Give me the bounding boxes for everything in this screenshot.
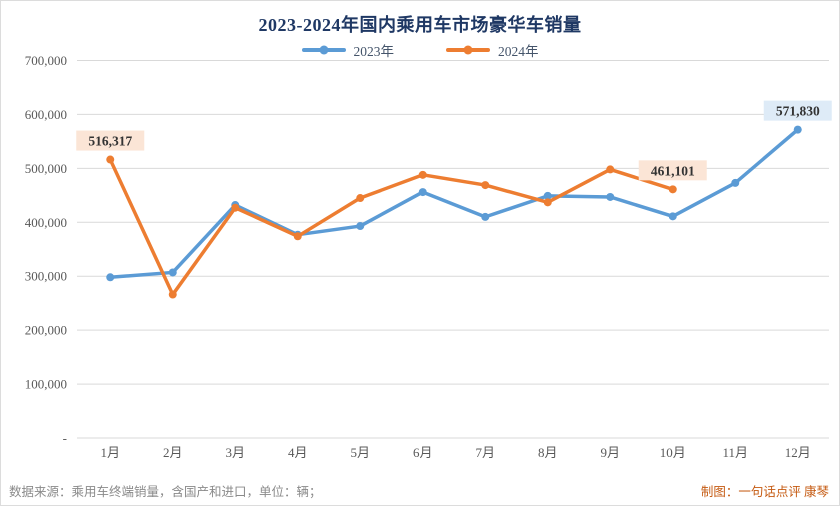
data-point [793, 125, 802, 134]
x-axis-label: 2月 [163, 445, 183, 460]
data-point [543, 198, 552, 207]
data-point [606, 192, 615, 201]
legend-line-marker-2024-icon [446, 45, 490, 55]
legend-label-2024: 2024年 [498, 44, 539, 59]
data-point [168, 290, 177, 299]
y-axis-label: 300,000 [25, 269, 67, 284]
data-label-box [76, 130, 145, 151]
chart-legend: 2023年 2024年 [1, 40, 839, 60]
data-point [293, 232, 302, 241]
legend-label-2023: 2023年 [353, 44, 395, 59]
chart-title: 2023-2024年国内乘用车市场豪华车销量 [258, 15, 582, 35]
y-axis-label: - [63, 431, 67, 446]
x-axis-label: 5月 [350, 445, 370, 460]
legend-dot-2023-icon [319, 45, 328, 55]
data-label: 571,830 [776, 104, 820, 119]
x-axis-label: 8月 [538, 445, 558, 460]
y-axis-label: 700,000 [25, 53, 67, 68]
y-axis-label: 200,000 [25, 323, 67, 338]
legend-item-2024: 2024年 [446, 40, 539, 60]
y-axis-label: 100,000 [25, 377, 67, 392]
data-point [418, 188, 427, 197]
data-point [731, 178, 740, 187]
x-axis-label: 7月 [475, 445, 495, 460]
data-point [668, 212, 677, 221]
data-point [481, 212, 490, 221]
x-axis-label: 9月 [600, 445, 620, 460]
legend-item-2023: 2023年 [301, 40, 395, 60]
y-axis-label: 400,000 [25, 215, 67, 230]
data-point [668, 185, 677, 194]
data-point [606, 165, 615, 174]
data-label-box [638, 160, 707, 181]
data-point [168, 268, 177, 277]
data-point [106, 273, 115, 282]
data-point [356, 194, 365, 203]
data-point [543, 191, 552, 200]
x-axis-label: 3月 [225, 445, 245, 460]
y-axis-label: 500,000 [25, 161, 67, 176]
data-point [481, 181, 490, 190]
legend-dot-2024-icon [463, 45, 473, 55]
data-label: 461,101 [651, 163, 695, 178]
x-axis-label: 6月 [413, 445, 433, 460]
data-label: 516,317 [88, 134, 132, 149]
x-axis-label: 4月 [288, 445, 308, 460]
y-axis-label: 600,000 [25, 107, 67, 122]
data-source-note: 数据来源：乘用车终端销量，含国产和进口，单位：辆； [9, 485, 322, 499]
chart-credit-note: 制图：一句话点评 康琴 [700, 485, 829, 499]
x-axis-label: 10月 [660, 445, 686, 460]
x-axis-label: 1月 [100, 445, 120, 460]
legend-line-marker-2023-icon [301, 45, 346, 55]
data-point [231, 203, 240, 212]
x-axis-label: 11月 [722, 445, 748, 460]
series-line-2023年 [108, 127, 800, 280]
series-line-2024年 [108, 157, 675, 297]
x-axis-label: 12月 [785, 445, 811, 460]
data-label-box [763, 100, 832, 121]
data-point [418, 170, 427, 179]
data-point [356, 222, 365, 231]
data-point [106, 155, 115, 164]
